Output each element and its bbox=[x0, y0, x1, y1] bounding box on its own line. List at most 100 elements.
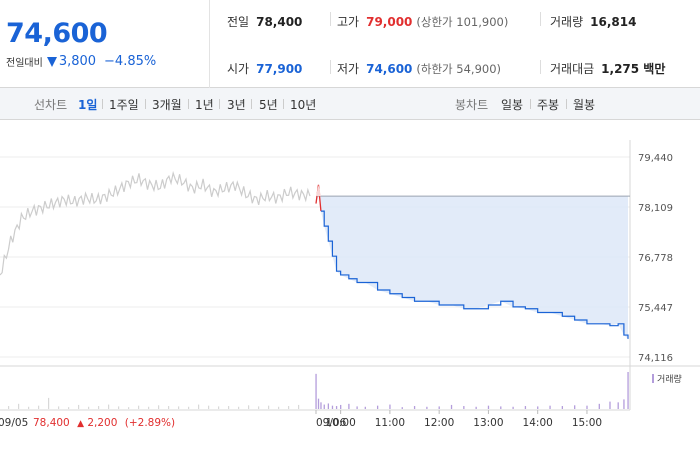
x-tick-label: 12:00 bbox=[424, 417, 454, 429]
volume-bar-prev bbox=[198, 404, 200, 409]
tab-10year[interactable]: 10년 bbox=[290, 98, 317, 112]
volume-bar-prev bbox=[218, 406, 220, 409]
volume-bar-today bbox=[401, 407, 403, 409]
y-tick-label: 79,440 bbox=[638, 153, 673, 164]
volume-bar-prev bbox=[68, 407, 70, 409]
volume-bar-today bbox=[475, 406, 477, 409]
volume-bar-prev bbox=[148, 406, 150, 409]
tab-monthly-candle[interactable]: 월봉 bbox=[573, 98, 596, 112]
volume-legend: 거래량 bbox=[657, 373, 682, 385]
volume-bar-today bbox=[389, 404, 391, 409]
volume-bar-today bbox=[574, 405, 576, 409]
today-series bbox=[315, 184, 630, 339]
volume-bar-today bbox=[317, 398, 320, 409]
high-label: 고가 bbox=[337, 15, 360, 29]
volume-bar-today bbox=[617, 402, 619, 409]
volume-bar-prev bbox=[258, 406, 260, 409]
volume-bar-today bbox=[549, 405, 551, 409]
volume-bar-prev bbox=[18, 403, 20, 409]
tab-weekly-candle[interactable]: 주봉 bbox=[537, 98, 560, 112]
chart-footer: 09/05 78,400 ▲ 2,200 (+2.89%) 거래량 bbox=[0, 373, 682, 429]
line-chart-label: 선차트 bbox=[34, 98, 68, 112]
x-tick-label: 14:00 bbox=[523, 417, 553, 429]
quote-header: 74,600 전일대비 3,800 −4.85% 전일 78,400 고가 79… bbox=[0, 0, 700, 88]
volume-bar-prev bbox=[268, 405, 270, 409]
low-cell: 저가 74,600 (하한가 54,900) bbox=[337, 60, 501, 77]
volume-bar-today bbox=[500, 406, 502, 409]
volume-bar-today bbox=[627, 372, 629, 409]
volume-bar-today bbox=[348, 403, 350, 409]
volume-bar-today bbox=[320, 402, 322, 409]
x-tick-label: 13:00 bbox=[473, 417, 503, 429]
volume-bar-prev bbox=[188, 406, 190, 409]
trade-value: 1,275 백만 bbox=[601, 62, 666, 76]
below-prev-close-area bbox=[316, 196, 628, 339]
candle-chart-label: 봉차트 bbox=[455, 98, 489, 112]
volume-bar-today bbox=[335, 406, 338, 409]
today-line bbox=[320, 210, 629, 339]
volume-bar-today bbox=[331, 405, 334, 409]
prev-close-value: 78,400 bbox=[256, 14, 303, 29]
tab-5year[interactable]: 5년 bbox=[259, 98, 278, 112]
tab-1week[interactable]: 1주일 bbox=[109, 98, 139, 112]
x-tick-label: 15:00 bbox=[572, 417, 602, 429]
volume-bar-prev bbox=[288, 406, 290, 409]
prev-day-summary: 78,400 ▲ 2,200 (+2.89%) bbox=[33, 417, 175, 429]
volume-bar-prev bbox=[178, 406, 180, 409]
open-label: 시가 bbox=[227, 62, 250, 76]
volume-bar-today bbox=[323, 404, 325, 409]
prev-day-change: 2,200 bbox=[87, 417, 117, 429]
volume-value: 16,814 bbox=[590, 14, 637, 29]
price-chart[interactable]: 79,440 78,109 76,778 75,447 74,116 09/0610:0… bbox=[0, 120, 700, 450]
volume-bar-today bbox=[561, 406, 564, 409]
tab-daily-candle[interactable]: 일봉 bbox=[501, 98, 524, 112]
volume-bar-prev bbox=[248, 405, 250, 409]
prev-day-label: 09/05 bbox=[0, 417, 28, 429]
volume-bar-today bbox=[586, 405, 588, 409]
volume-bar-prev bbox=[88, 406, 90, 409]
volume-cell: 거래량 16,814 bbox=[550, 13, 636, 30]
up-arrow-icon: ▲ bbox=[77, 419, 84, 429]
volume-bars bbox=[8, 372, 629, 409]
chart-grid bbox=[0, 140, 700, 411]
change-label: 전일대비 bbox=[6, 58, 43, 69]
chart-tab-bar: 선차트 1일 1주일 3개월 1년 3년 5년 10년 봉차트 일봉 주봉 월봉 bbox=[0, 88, 700, 120]
open-cell: 시가 77,900 bbox=[227, 60, 302, 77]
tab-1day[interactable]: 1일 bbox=[78, 98, 98, 112]
volume-bar-prev bbox=[108, 404, 110, 409]
volume-bar-prev bbox=[298, 404, 300, 409]
trade-value-label: 거래대금 bbox=[550, 62, 595, 76]
volume-bar-today bbox=[426, 406, 428, 409]
volume-bar-today bbox=[438, 406, 440, 409]
tab-3month[interactable]: 3개월 bbox=[152, 98, 182, 112]
lower-limit: (하한가 54,900) bbox=[416, 61, 502, 76]
low-label: 저가 bbox=[337, 62, 360, 76]
volume-bar-today bbox=[340, 404, 342, 409]
y-tick-label: 74,116 bbox=[638, 353, 673, 364]
volume-bar-today bbox=[487, 405, 490, 409]
volume-bar-prev bbox=[48, 397, 50, 409]
volume-bar-prev bbox=[8, 406, 10, 409]
volume-bar-prev bbox=[138, 405, 140, 409]
volume-bar-prev bbox=[78, 404, 80, 409]
x-tick-label: 11:00 bbox=[375, 417, 405, 429]
current-price: 74,600 bbox=[6, 18, 108, 49]
volume-bar-today bbox=[376, 405, 379, 409]
volume-bar-prev bbox=[28, 406, 30, 409]
volume-bar-today bbox=[364, 406, 366, 409]
high-cell: 고가 79,000 (상한가 101,900) bbox=[337, 13, 508, 30]
volume-bar-prev bbox=[128, 407, 130, 409]
volume-legend-swatch bbox=[652, 374, 654, 383]
tab-1year[interactable]: 1년 bbox=[195, 98, 214, 112]
volume-bar-prev bbox=[158, 405, 160, 409]
volume-bar-today bbox=[609, 401, 611, 409]
tab-3year[interactable]: 3년 bbox=[227, 98, 246, 112]
volume-bar-prev bbox=[238, 406, 240, 409]
volume-bar-today bbox=[315, 373, 317, 409]
volume-bar-today bbox=[512, 406, 514, 409]
prev-day-line bbox=[0, 170, 311, 276]
open-value: 77,900 bbox=[256, 61, 303, 76]
volume-label: 거래량 bbox=[550, 15, 584, 29]
volume-bar-today bbox=[413, 406, 416, 409]
prev-close-label: 전일 bbox=[227, 15, 250, 29]
